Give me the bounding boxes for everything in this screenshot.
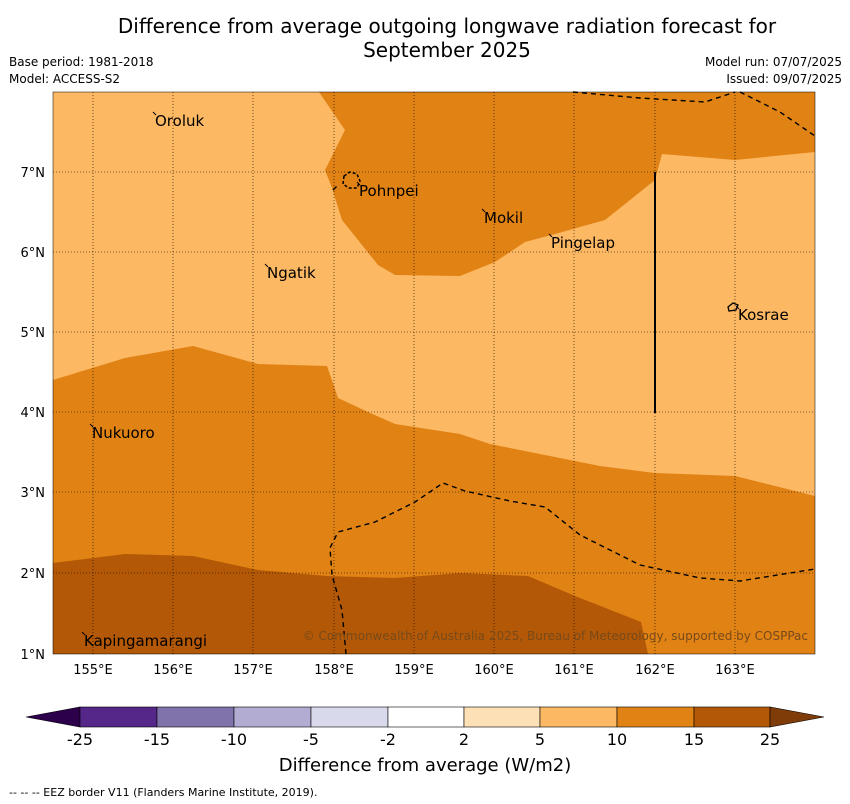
colorbar-segment [387,706,465,728]
lon-label: 160°E [474,663,514,678]
colorbar-segment [233,706,312,728]
model-run: Model run: 07/07/2025 [704,55,842,69]
map-field [53,92,815,654]
colorbar-tick-label: -10 [220,730,248,749]
place-label: Oroluk [155,112,204,130]
colorbar [25,706,825,728]
lon-label: 162°E [635,663,675,678]
place-label: Kosrae [738,306,789,324]
lon-label: 156°E [153,663,193,678]
title-line-2: September 2025 [363,38,531,62]
lat-label: 5°N [21,326,46,341]
latitude-labels: 7°N 6°N 5°N 4°N 3°N 2°N 1°N [21,166,46,663]
place-label: Mokil [484,209,523,227]
gridlines [53,92,815,654]
longitude-labels: 155°E 156°E 157°E 158°E 159°E 160°E 161°E 162°E… [73,663,755,678]
base-period: Base period: 1981-2018 [9,55,154,69]
place-marker [152,111,157,116]
colorbar-segment [539,706,618,728]
meta-left: Base period: 1981-2018 Model: ACCESS-S2 [9,54,154,88]
colorbar-label: Difference from average (W/m2) [278,755,572,776]
colorbar-segment [79,706,158,728]
lon-label: 157°E [233,663,273,678]
place-marker [481,208,486,213]
issued-date: Issued: 09/07/2025 [726,72,842,86]
eez-border-north [572,91,736,103]
meta-right: Model run: 07/07/2025 Issued: 09/07/2025 [705,54,842,88]
colorbar-segment [156,706,235,728]
place-label: Ngatik [267,264,316,282]
map-title: Difference from average outgoing longwav… [0,14,850,62]
lon-label: 163°E [715,663,755,678]
lat-label: 6°N [21,246,46,261]
colorbar-tick-label: 5 [534,730,546,749]
colorbar-segment [463,706,541,728]
place-marker [81,631,86,636]
colorbar-tick-label: -5 [303,730,319,749]
eez-border-northeast [739,91,816,137]
colorbar-segment [310,706,389,728]
place-marker [735,305,740,310]
lat-label: 1°N [21,648,46,663]
place-label: Kapingamarangi [84,632,207,650]
colorbar-tick-label: 2 [458,730,470,749]
map-frame [52,91,816,655]
place-marker [264,263,269,268]
region-mid-north [319,92,815,276]
place-marker [356,181,361,186]
place-labels: Oroluk Pohnpei Mokil Pingelap Ngatik Kosrae Nu… [81,111,789,650]
lat-label: 7°N [21,166,46,181]
colorbar-segment [616,706,695,728]
eez-borders [329,91,816,655]
eez-border-south [329,482,816,655]
pohnpei-island [342,171,361,189]
colorbar-tick-label: -25 [66,730,94,749]
colorbar-tick-label: -15 [143,730,171,749]
title-line-1: Difference from average outgoing longwav… [117,14,777,38]
place-label: Nukuoro [92,424,155,442]
lat-label: 3°N [21,486,46,501]
colorbar-arrow-right [769,706,825,728]
colorbar-tick-label: 10 [606,730,628,749]
colorbar-tick-label: 15 [683,730,705,749]
colorbar-segment [693,706,771,728]
lat-label: 4°N [21,406,46,421]
place-marker [89,423,94,428]
lon-label: 158°E [314,663,354,678]
region-dark-south [53,554,648,654]
model-name: Model: ACCESS-S2 [9,72,121,86]
lon-label: 159°E [394,663,434,678]
place-marker [548,233,553,238]
copyright-text: © Commonwealth of Australia 2025, Bureau… [303,629,808,643]
place-label: Pohnpei [359,182,419,200]
colorbar-tick-label: 25 [759,730,781,749]
lat-label: 2°N [21,567,46,582]
lon-label: 155°E [73,663,113,678]
place-label: Pingelap [551,234,615,252]
eez-border-pohnpei [332,185,338,191]
colorbar-tick-label: -2 [380,730,396,749]
colorbar-arrow-left [25,706,81,728]
eez-footnote: -- -- -- EEZ border V11 (Flanders Marine… [9,786,318,799]
lon-label: 161°E [554,663,594,678]
